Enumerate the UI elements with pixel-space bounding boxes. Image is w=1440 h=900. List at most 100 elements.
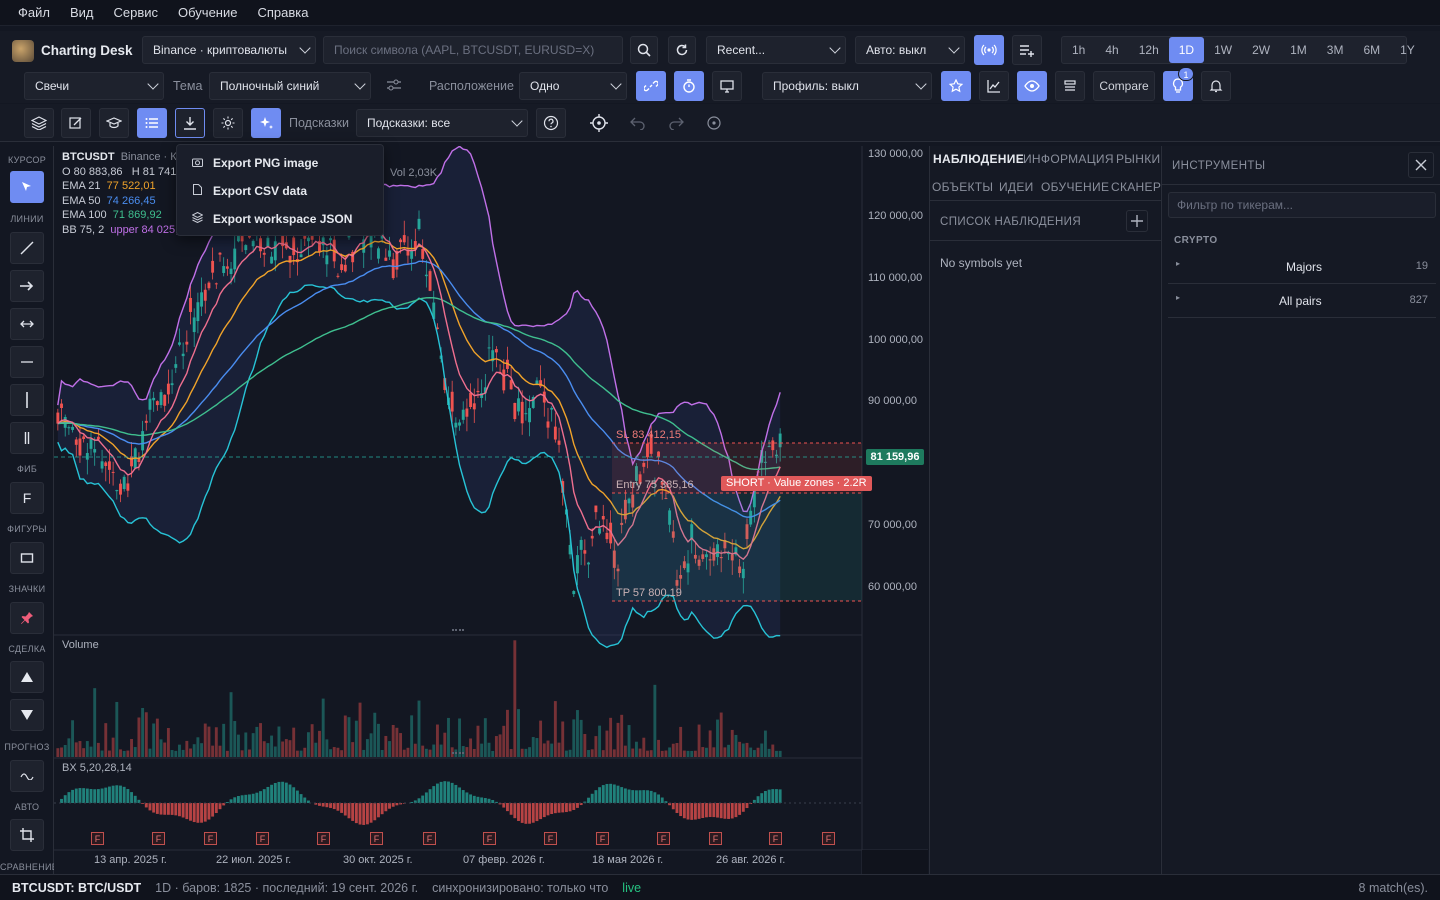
recent-select[interactable]: Recent... xyxy=(706,36,846,64)
cursor-tool[interactable] xyxy=(10,171,44,203)
refresh-button[interactable] xyxy=(668,36,696,64)
education-button[interactable] xyxy=(99,108,129,138)
help-button[interactable] xyxy=(536,108,566,138)
sliders-icon[interactable] xyxy=(386,78,402,95)
theme-select[interactable]: Полночный синий xyxy=(209,72,371,100)
tab-watchlist[interactable]: НАБЛЮДЕНИЕ xyxy=(933,152,1025,166)
layers-button[interactable] xyxy=(24,108,54,138)
alerts-button[interactable] xyxy=(1201,71,1231,101)
crosshair-icon[interactable] xyxy=(590,114,608,135)
fib-tool[interactable]: F xyxy=(10,482,44,514)
profile-select[interactable]: Профиль: выкл xyxy=(762,72,932,100)
auto-tool[interactable] xyxy=(10,819,44,851)
chart-area[interactable]: BTCUSDT Binance · Кр O 80 883,86 H 81 74… xyxy=(54,146,928,874)
add-symbol-button[interactable] xyxy=(1126,210,1148,232)
rectangle-tool[interactable] xyxy=(10,542,44,574)
watchlist-add-button[interactable] xyxy=(1012,35,1042,65)
forecast-tool[interactable] xyxy=(10,760,44,792)
visibility-button[interactable] xyxy=(1017,71,1047,101)
event-marker[interactable]: F xyxy=(596,832,609,845)
pin-tool[interactable] xyxy=(10,602,44,634)
chart-type-select[interactable]: Свечи xyxy=(24,72,164,100)
event-marker[interactable]: F xyxy=(152,832,165,845)
event-marker[interactable]: F xyxy=(657,832,670,845)
long-position-tool[interactable] xyxy=(10,661,44,693)
list-item[interactable]: ▸ All pairs 827 xyxy=(1168,284,1436,318)
symbol-search-input[interactable]: Поиск символа (AAPL, BTCUSDT, EURUSD=X) xyxy=(323,36,623,64)
close-panel-button[interactable] xyxy=(1408,152,1434,178)
tab-info[interactable]: ИНФОРМАЦИЯ xyxy=(1023,152,1114,166)
event-marker[interactable]: F xyxy=(317,832,330,845)
ray-tool[interactable] xyxy=(10,270,44,302)
tf-2w[interactable]: 2W xyxy=(1252,43,1271,57)
list-item[interactable]: ▸ Majors 19 xyxy=(1168,250,1436,284)
favorite-button[interactable] xyxy=(941,71,971,101)
price-chart[interactable] xyxy=(54,146,928,874)
tf-12h[interactable]: 12h xyxy=(1138,43,1159,57)
monitor-button[interactable] xyxy=(712,71,742,101)
menu-view[interactable]: Вид xyxy=(69,5,94,20)
tab-education[interactable]: ОБУЧЕНИЕ xyxy=(1041,180,1110,194)
event-marker[interactable]: F xyxy=(423,832,436,845)
timer-button[interactable] xyxy=(674,71,704,101)
menu-file[interactable]: Файл xyxy=(18,5,50,20)
tf-1y[interactable]: 1Y xyxy=(1400,43,1415,57)
short-position-tool[interactable] xyxy=(10,699,44,731)
tf-1h[interactable]: 1h xyxy=(1072,43,1086,57)
indicators-button[interactable] xyxy=(979,71,1009,101)
parallel-channel-tool[interactable] xyxy=(10,422,44,454)
event-marker[interactable]: F xyxy=(91,832,104,845)
extended-line-tool[interactable] xyxy=(10,308,44,340)
event-marker[interactable]: F xyxy=(483,832,496,845)
tab-ideas[interactable]: ИДЕИ xyxy=(999,180,1034,194)
search-button[interactable] xyxy=(630,36,658,64)
event-marker[interactable]: F xyxy=(204,832,217,845)
hints-select[interactable]: Подсказки: все xyxy=(356,109,528,137)
export-png-item[interactable]: Export PNG image xyxy=(177,149,383,177)
export-csv-item[interactable]: Export CSV data xyxy=(177,177,383,205)
tab-objects[interactable]: ОБЪЕКТЫ xyxy=(932,180,994,194)
tf-1d[interactable]: 1D xyxy=(1168,37,1205,63)
layout-select[interactable]: Одно xyxy=(519,72,627,100)
trend-line-tool[interactable] xyxy=(10,232,44,264)
pane-resize-handle[interactable] xyxy=(452,629,464,635)
horizontal-line-tool[interactable] xyxy=(10,346,44,378)
tf-3m[interactable]: 3M xyxy=(1326,43,1344,57)
exchange-select[interactable]: Binance · криптовалюты xyxy=(142,36,316,64)
compare-button[interactable]: Compare xyxy=(1093,71,1155,101)
tab-markets[interactable]: РЫНКИ xyxy=(1116,152,1161,166)
menu-learn[interactable]: Обучение xyxy=(178,5,238,20)
tf-6m[interactable]: 6M xyxy=(1363,43,1381,57)
legend-open: O 80 883,86 xyxy=(62,165,123,178)
event-marker[interactable]: F xyxy=(769,832,782,845)
magic-button[interactable] xyxy=(251,108,281,138)
edit-button[interactable] xyxy=(61,108,91,138)
undo-icon[interactable] xyxy=(630,116,646,133)
redo-icon[interactable] xyxy=(668,116,684,133)
event-marker[interactable]: F xyxy=(544,832,557,845)
menu-service[interactable]: Сервис xyxy=(113,5,159,20)
ticker-filter-input[interactable]: Фильтр по тикерам... xyxy=(1168,192,1436,218)
trade-tag[interactable]: SHORT · Value zones · 2.2R xyxy=(721,476,872,491)
broadcast-button[interactable] xyxy=(974,35,1004,65)
link-button[interactable] xyxy=(636,71,666,101)
brightness-button[interactable] xyxy=(213,108,243,138)
event-marker[interactable]: F xyxy=(709,832,722,845)
event-marker[interactable]: F xyxy=(256,832,269,845)
vertical-line-tool[interactable] xyxy=(10,384,44,416)
oscillator-bar xyxy=(347,803,351,819)
list-view-button[interactable] xyxy=(137,108,167,138)
menu-help[interactable]: Справка xyxy=(257,5,309,20)
tab-scanner[interactable]: СКАНЕР xyxy=(1111,180,1162,194)
event-marker[interactable]: F xyxy=(370,832,383,845)
export-button[interactable] xyxy=(175,108,205,138)
templates-button[interactable] xyxy=(1055,71,1085,101)
tf-1m[interactable]: 1M xyxy=(1290,43,1307,57)
tf-1w[interactable]: 1W xyxy=(1214,43,1233,57)
tf-4h[interactable]: 4h xyxy=(1105,43,1119,57)
record-icon[interactable] xyxy=(706,115,722,134)
event-marker[interactable]: F xyxy=(822,832,835,845)
export-json-item[interactable]: Export workspace JSON xyxy=(177,205,383,233)
auto-select[interactable]: Авто: выкл xyxy=(855,36,965,64)
pane-resize-handle[interactable] xyxy=(452,752,464,758)
